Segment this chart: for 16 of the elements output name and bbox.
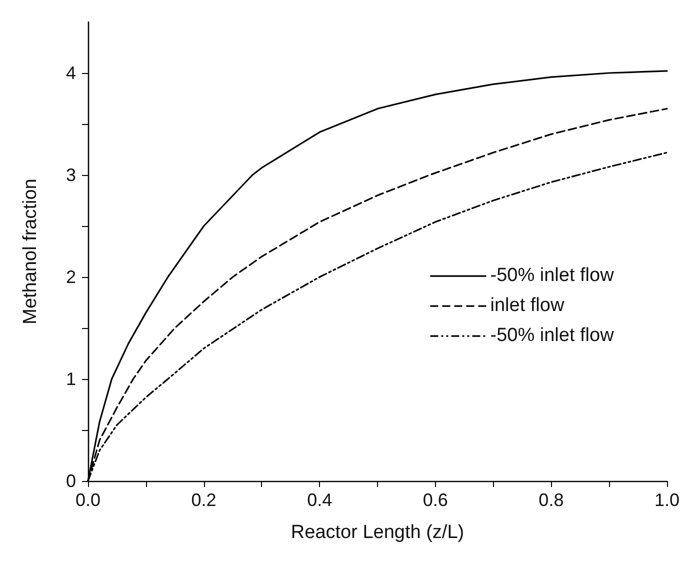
legend-label: inlet flow <box>490 295 564 316</box>
x-tick-label: 0.6 <box>422 490 448 510</box>
y-tick-label: 2 <box>66 267 76 287</box>
x-tick-label: 0.8 <box>538 490 564 510</box>
y-tick-label: 4 <box>66 63 76 83</box>
y-axis-title: Methanol fraction <box>20 178 41 324</box>
x-tick-label: 0.4 <box>307 490 332 510</box>
x-tick-label: 0.2 <box>191 490 216 510</box>
x-axis-title: Reactor Length (z/L) <box>290 522 464 543</box>
y-tick-label: 3 <box>66 165 76 185</box>
legend-label: -50% inlet flow <box>490 265 614 286</box>
y-tick-label: 0 <box>66 471 76 491</box>
x-tick-label: 1.0 <box>654 490 680 510</box>
x-tick-label: 0.0 <box>75 490 101 510</box>
legend-label: -50% inlet flow <box>490 325 614 346</box>
y-tick-label: 1 <box>66 369 76 389</box>
